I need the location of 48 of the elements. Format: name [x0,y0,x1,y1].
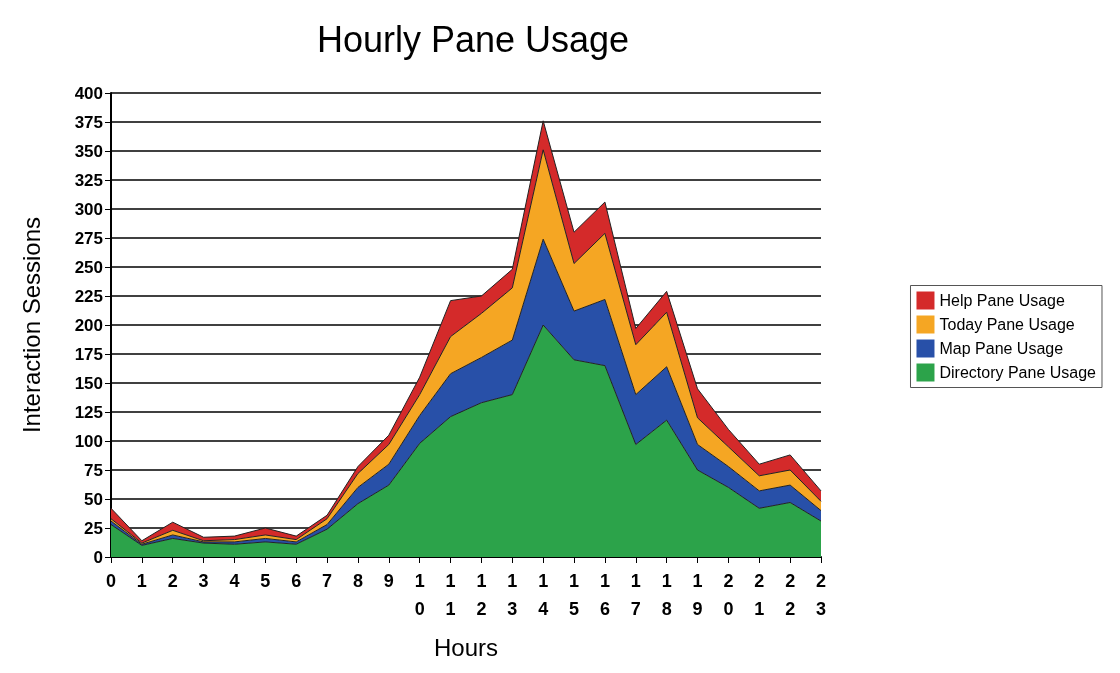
x-tick-label: 1 5 [569,571,580,619]
x-axis-title: Hours [433,633,499,661]
x-tick-label: 2 [167,571,178,591]
x-tick-label: 1 3 [507,571,518,619]
y-tick-label: 100 [74,431,103,451]
y-tick-label: 225 [74,286,103,306]
x-tick-label: 2 3 [815,571,827,619]
y-tick-label: 275 [74,228,103,248]
y-tick-label: 50 [84,489,103,509]
y-axis-title: Interaction Sessions [17,216,45,434]
y-tick-label: 350 [74,141,103,161]
y-tick-label: 25 [84,518,103,538]
y-tick-label: 325 [74,170,103,190]
y-tick-label: 125 [74,402,103,422]
x-tick-label: 1 8 [661,571,672,619]
x-tick-label: 7 [322,571,333,591]
y-tick-label: 200 [74,315,103,335]
x-tick-label: 1 9 [692,571,703,619]
x-tick-label: 6 [291,571,302,591]
x-tick-label: 1 6 [599,571,610,619]
x-tick-label: 2 1 [754,571,765,619]
x-tick-label: 0 [105,571,117,591]
x-tick-label: 1 4 [538,571,549,619]
y-tick-label: 300 [74,199,103,219]
legend-label: Map Pane Usage [939,340,1064,357]
x-tick-label: 1 0 [414,571,425,619]
x-tick-label: 5 [260,571,271,591]
y-tick-label: 250 [74,257,103,277]
y-tick-label: 0 [93,547,103,567]
x-tick-label: 1 1 [445,571,456,619]
chart-title: Hourly Pane Usage [316,18,630,60]
x-tick-label: 1 [136,571,147,591]
x-tick-label: 4 [229,571,240,591]
legend-label: Today Pane Usage [939,316,1075,333]
y-tick-label: 150 [74,373,103,393]
y-tick-label: 75 [84,460,103,480]
y-tick-label: 175 [74,344,103,364]
y-tick-label: 375 [74,112,103,132]
legend-label: Directory Pane Usage [939,364,1097,381]
x-tick-label: 1 7 [630,571,641,619]
x-tick-label: 2 2 [785,571,796,619]
x-tick-label: 9 [383,571,394,591]
x-tick-label: 2 0 [723,571,734,619]
x-tick-label: 3 [198,571,209,591]
x-tick-label: 8 [352,571,363,591]
x-tick-label: 1 2 [476,571,487,619]
y-tick-label: 400 [74,83,103,103]
legend-label: Help Pane Usage [939,292,1065,309]
